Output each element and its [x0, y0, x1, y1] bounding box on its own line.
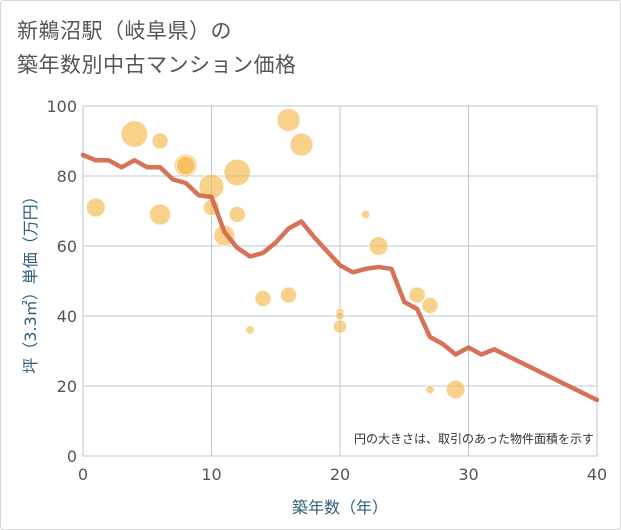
data-bubble [149, 203, 172, 226]
y-axis-ticks: 0 20 40 60 80 100 [46, 97, 77, 466]
data-bubble [223, 158, 252, 187]
data-bubble [368, 236, 389, 256]
data-bubble [245, 325, 255, 335]
y-tick-label: 0 [67, 447, 77, 466]
data-bubble [276, 107, 301, 133]
data-bubble [289, 132, 314, 157]
data-bubble [151, 132, 169, 150]
y-tick-label: 100 [46, 97, 77, 116]
chart-title: 新鵜沼駅（岐阜県）の 築年数別中古マンション価格 [17, 14, 297, 82]
data-bubble [175, 155, 196, 176]
data-bubble [120, 120, 149, 148]
data-bubble [228, 205, 246, 224]
y-tick-label: 80 [57, 167, 77, 186]
chart-title-line1: 新鵜沼駅（岐阜県）の [17, 19, 232, 43]
data-bubble [85, 197, 106, 218]
data-bubble [445, 379, 466, 400]
x-tick-label: 20 [330, 465, 350, 484]
trend-line-layer [80, 152, 600, 403]
data-bubble [332, 319, 348, 334]
x-tick-label: 10 [201, 465, 221, 484]
data-bubble [421, 296, 439, 315]
average-price-line [80, 152, 600, 403]
bubble-layer [85, 107, 466, 400]
y-tick-label: 40 [57, 307, 77, 326]
y-axis-title: 坪（3.3㎡）単価（万円） [21, 188, 40, 373]
y-tick-label: 20 [57, 377, 77, 396]
data-bubble [408, 286, 426, 304]
x-tick-label: 0 [78, 465, 88, 484]
data-bubble [360, 209, 371, 220]
x-tick-label: 30 [458, 465, 478, 484]
data-bubble [335, 311, 345, 321]
data-bubble [254, 289, 272, 308]
grid [82, 105, 598, 457]
x-axis-title: 築年数（年） [292, 498, 388, 517]
size-note: 円の大きさは、取引のあった物件面積を示す [354, 431, 594, 446]
chart-title-line2: 築年数別中古マンション価格 [17, 53, 297, 77]
data-bubble [425, 384, 435, 395]
data-bubble [279, 286, 298, 304]
y-tick-label: 60 [57, 237, 77, 256]
x-tick-label: 40 [587, 465, 607, 484]
x-axis-ticks: 0 10 20 30 40 [78, 465, 607, 484]
